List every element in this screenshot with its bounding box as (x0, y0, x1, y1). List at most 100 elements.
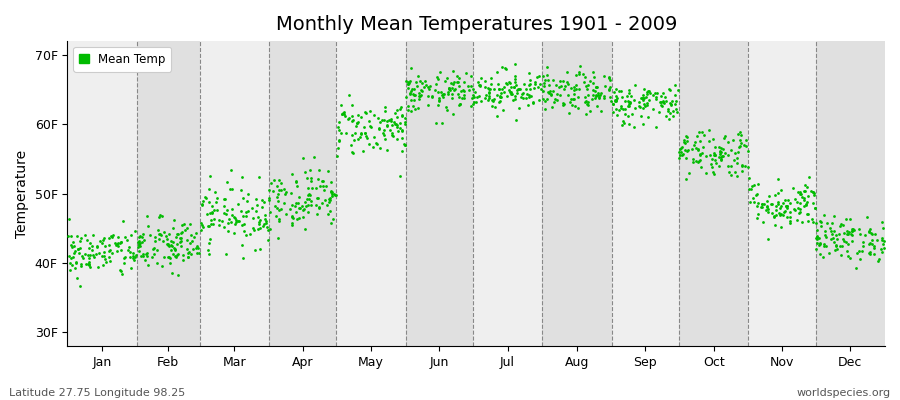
Point (74, 234, 88, 241)
Point (567, 91, 581, 98)
Point (796, 195, 811, 201)
Point (394, 112, 409, 118)
Point (778, 208, 792, 214)
Point (555, 102, 570, 108)
Point (566, 87, 580, 93)
Point (609, 98, 624, 104)
Point (780, 204, 795, 211)
Point (760, 198, 774, 204)
Point (345, 118, 359, 124)
Point (86, 232, 100, 238)
Point (578, 74, 592, 80)
Point (508, 82, 523, 88)
Point (572, 86, 587, 92)
Point (661, 108, 675, 114)
Point (112, 240, 127, 247)
Point (304, 202, 319, 209)
Point (164, 242, 178, 248)
Point (495, 86, 509, 92)
Point (68, 248, 82, 255)
Point (283, 206, 297, 212)
Point (114, 238, 129, 245)
Point (540, 96, 554, 102)
Point (121, 247, 135, 254)
Point (799, 211, 814, 217)
Point (453, 101, 467, 107)
Point (310, 194, 324, 201)
Point (116, 255, 130, 261)
Point (464, 83, 479, 90)
Point (431, 89, 446, 96)
Point (801, 218, 815, 224)
Point (450, 72, 464, 79)
Point (564, 85, 579, 91)
Point (113, 247, 128, 253)
Point (219, 250, 233, 257)
Bar (137, 41, 200, 346)
Point (824, 236, 839, 242)
Point (807, 190, 822, 196)
Point (670, 98, 684, 104)
Point (349, 120, 364, 126)
Point (220, 207, 234, 213)
Point (218, 196, 232, 202)
Point (322, 196, 337, 202)
Point (520, 90, 535, 97)
Point (602, 84, 616, 90)
Point (94, 240, 109, 246)
Point (606, 109, 620, 115)
Point (123, 232, 138, 238)
Point (580, 86, 594, 92)
Point (621, 98, 635, 105)
Point (82, 262, 96, 268)
Point (63, 260, 77, 266)
Point (510, 87, 525, 94)
Point (195, 222, 210, 228)
Point (503, 80, 517, 86)
Point (733, 143, 747, 150)
Point (572, 94, 586, 100)
Point (378, 136, 392, 143)
Point (871, 258, 886, 264)
Point (641, 88, 655, 94)
Point (492, 99, 507, 105)
Point (251, 221, 266, 228)
Point (118, 254, 132, 260)
Point (337, 111, 351, 118)
Point (492, 92, 507, 99)
Point (207, 207, 221, 213)
Point (638, 102, 652, 109)
Point (71, 246, 86, 253)
Point (431, 97, 446, 103)
Point (383, 116, 398, 122)
Point (552, 84, 566, 90)
Point (303, 167, 318, 174)
Point (220, 179, 234, 185)
Point (204, 203, 219, 209)
Point (224, 206, 238, 212)
Point (809, 246, 824, 252)
Point (824, 228, 839, 234)
Bar (472, 41, 543, 346)
Point (76, 255, 91, 262)
Point (148, 234, 163, 240)
Point (312, 205, 327, 211)
Point (263, 226, 277, 232)
Point (466, 101, 481, 108)
Bar (269, 41, 337, 346)
Point (817, 243, 832, 249)
Point (96, 262, 111, 268)
Point (472, 93, 487, 100)
Point (792, 210, 806, 216)
Point (754, 204, 769, 210)
Point (440, 106, 454, 113)
Point (589, 92, 603, 99)
Point (346, 136, 361, 143)
Point (90, 243, 104, 249)
Point (62, 267, 77, 274)
Point (377, 108, 392, 114)
Point (160, 242, 175, 248)
Point (390, 106, 404, 113)
Point (729, 155, 743, 161)
Point (420, 93, 435, 100)
